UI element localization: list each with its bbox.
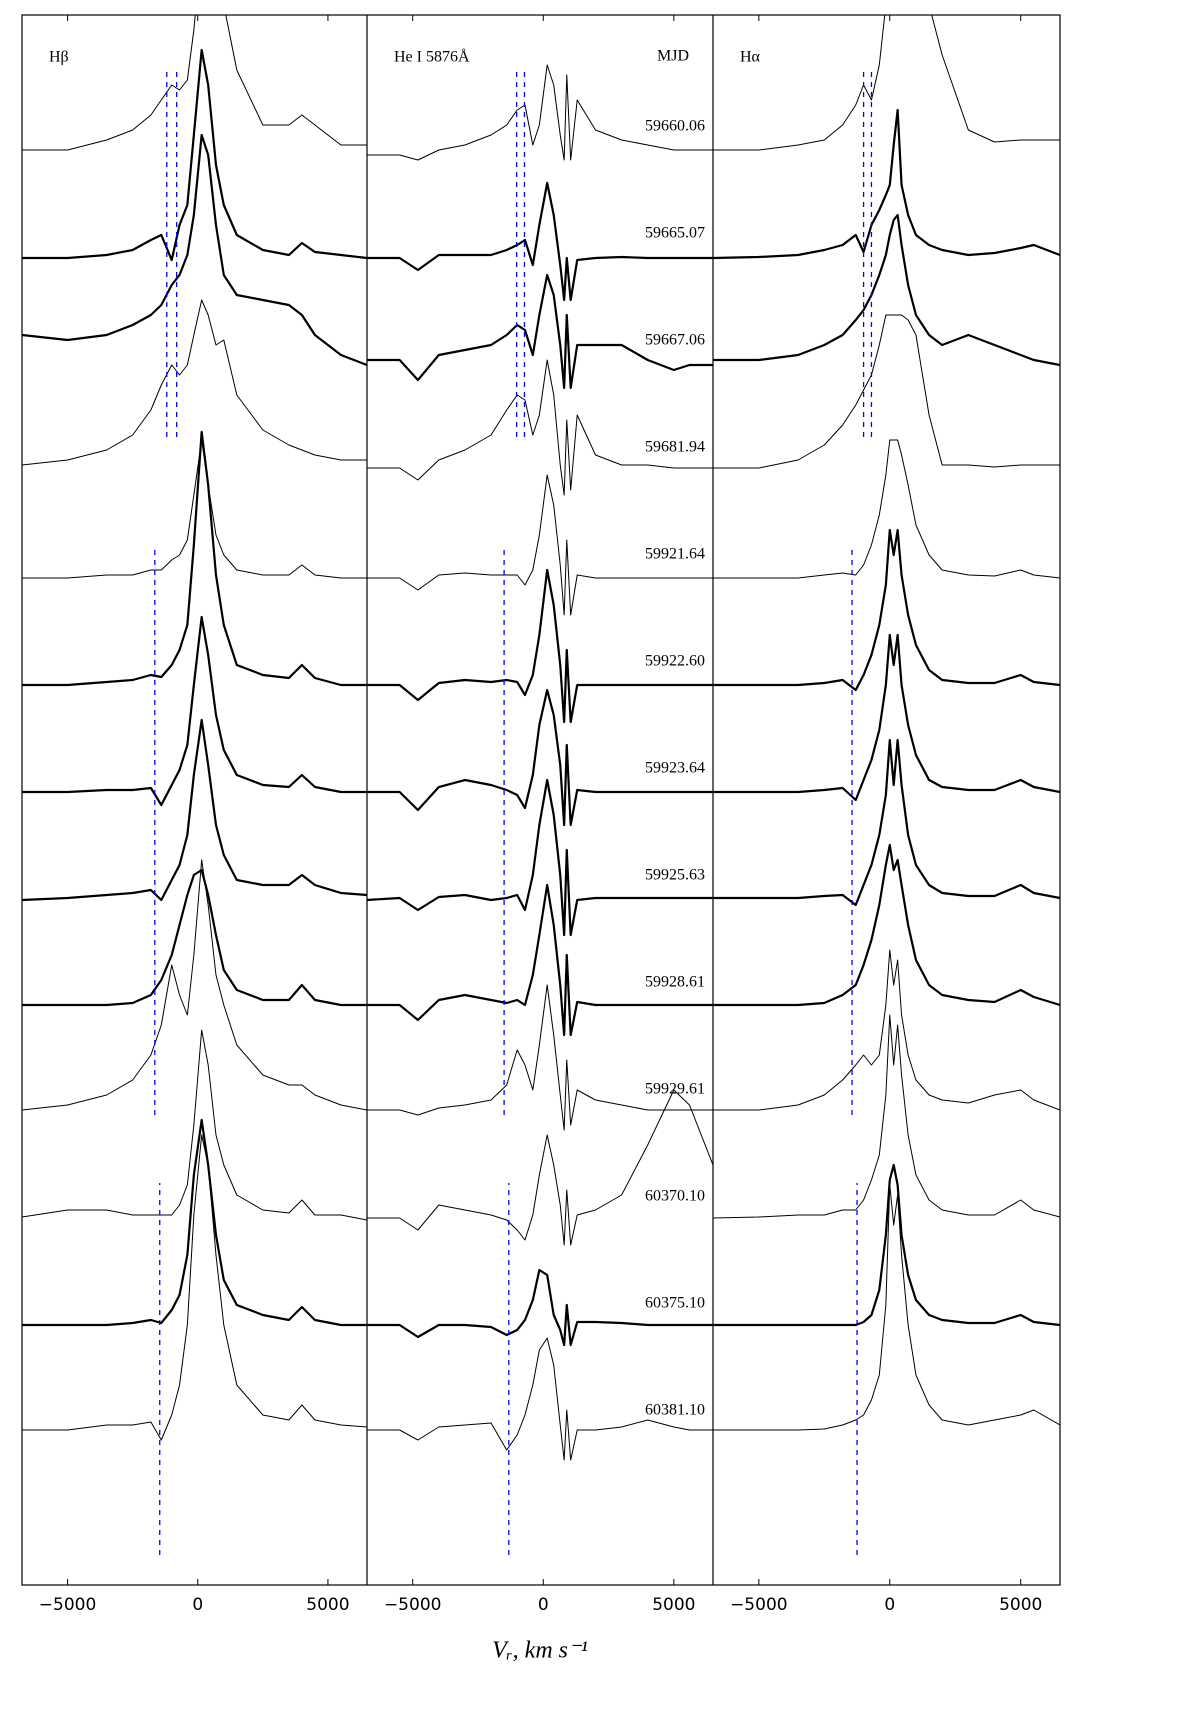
spectrum-line <box>713 633 1060 802</box>
panel-title: He I 5876Å <box>394 48 470 66</box>
spectrum-line <box>22 1134 367 1441</box>
x-tick-label: 5000 <box>999 1595 1042 1615</box>
spectrum-line <box>367 474 713 616</box>
frame <box>21 14 1061 1586</box>
spectrum-line <box>367 1089 713 1246</box>
spectrum-line <box>713 314 1060 469</box>
spectrum-line <box>367 883 713 1037</box>
spectrum-line <box>22 718 367 902</box>
spectrum-line <box>22 15 367 151</box>
spectrum-line <box>367 359 713 496</box>
spectrum-line <box>713 1184 1060 1431</box>
spectrum-line <box>713 949 1060 1111</box>
spectrum-line <box>367 568 713 724</box>
spectrum-line <box>22 1029 367 1221</box>
spectrum-line <box>367 778 713 937</box>
spectrum-line <box>713 213 1060 367</box>
spectrum-line <box>22 430 367 687</box>
mjd-label: 59667.06 <box>645 332 705 349</box>
mjd-label: 59923.64 <box>645 760 705 777</box>
spectrum-line <box>22 299 367 466</box>
spectrum-line <box>367 688 713 827</box>
mjd-label: 60370.10 <box>645 1188 705 1205</box>
spectrum-line <box>367 181 713 302</box>
mjd-label: 59929.61 <box>645 1081 705 1098</box>
panel-title: Hβ <box>49 49 69 66</box>
spectrum-line <box>367 1268 713 1347</box>
x-tick-label: 0 <box>192 1595 203 1615</box>
spectrum-line <box>367 1337 713 1461</box>
x-tick-label: 0 <box>538 1595 549 1615</box>
panel <box>713 15 1060 1555</box>
spectrum-line <box>713 439 1060 579</box>
mjd-label: 60381.10 <box>645 1402 705 1419</box>
panel <box>367 64 713 1555</box>
x-tick-label: 0 <box>884 1595 895 1615</box>
x-tick-label: −5000 <box>730 1595 788 1615</box>
spectrum-line <box>367 64 713 161</box>
spectrum-line <box>22 859 367 1111</box>
x-tick-label: 5000 <box>306 1595 349 1615</box>
spectrum-line <box>22 868 367 1007</box>
mjd-label: 59660.06 <box>645 118 705 135</box>
spectrum-line <box>22 615 367 807</box>
spectrum-line <box>713 528 1060 692</box>
spectrum-line <box>713 108 1060 260</box>
panel-title: Hα <box>740 49 761 66</box>
spectrum-line <box>22 48 367 262</box>
spectrum-line <box>22 1118 367 1327</box>
mjd-label: 59681.94 <box>645 439 705 456</box>
x-tick-label: −5000 <box>39 1595 97 1615</box>
spectrum-line <box>22 133 367 367</box>
spectrum-line <box>713 1163 1060 1327</box>
mjd-label: 59928.61 <box>645 974 705 991</box>
spectrum-line <box>22 439 367 579</box>
spectrum-line <box>367 273 713 390</box>
mjd-label: 59925.63 <box>645 867 705 884</box>
spectrum-line <box>713 1014 1060 1219</box>
x-tick-label: −5000 <box>384 1595 442 1615</box>
x-axis-label: Vᵣ, km s⁻¹ <box>492 1638 588 1664</box>
spectrum-line <box>713 843 1060 1007</box>
mjd-label: 59921.64 <box>645 546 705 563</box>
x-tick-label: 5000 <box>652 1595 695 1615</box>
spectrum-line <box>367 984 713 1131</box>
panel <box>22 15 367 1555</box>
plot-layer: −5000 0 5000 Hβ −5000 0 5000 He I 5876Å MJD 59660… <box>22 15 1060 1664</box>
mjd-label: 59665.07 <box>645 225 705 242</box>
spectrum-line <box>713 15 1060 151</box>
mjd-label: 59922.60 <box>645 653 705 670</box>
mjd-label: 60375.10 <box>645 1295 705 1312</box>
spectrum-line <box>713 738 1060 907</box>
mjd-header: MJD <box>657 48 689 65</box>
